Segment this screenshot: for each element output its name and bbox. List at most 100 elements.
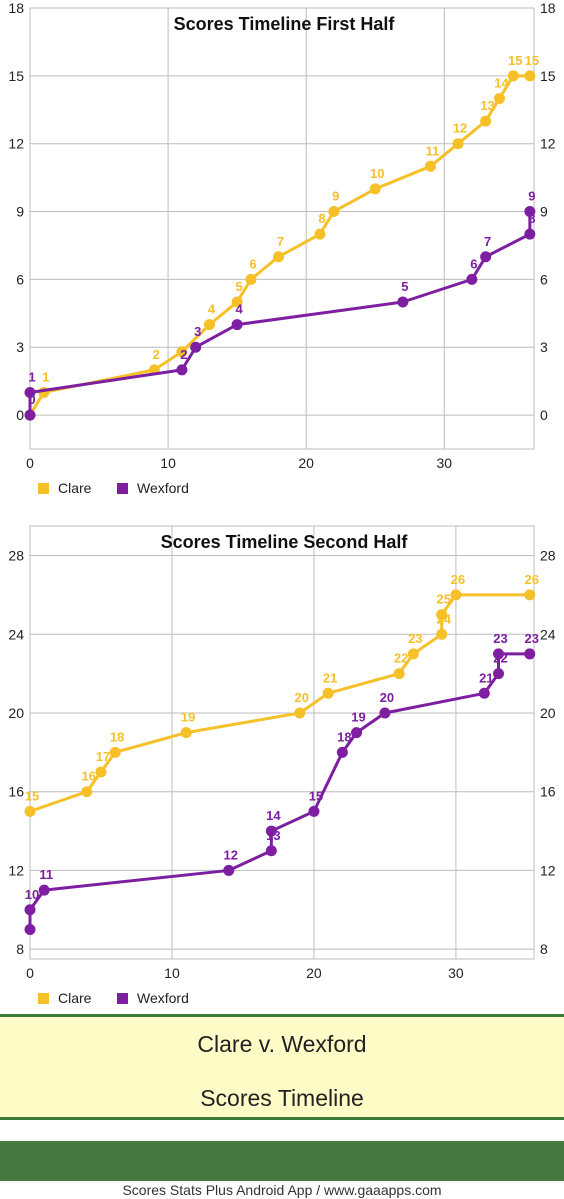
data-point-clare — [493, 92, 505, 104]
match-banner: Clare v. Wexford Scores Timeline — [0, 1014, 564, 1120]
y-tick-label-right: 12 — [540, 862, 556, 878]
match-title: Clare v. Wexford — [197, 1031, 367, 1057]
data-label-wexford: 14 — [266, 808, 281, 823]
data-label-wexford: 18 — [337, 729, 351, 744]
data-point-clare — [480, 115, 492, 127]
y-tick-label-left: 8 — [16, 941, 24, 957]
data-point-wexford — [493, 668, 505, 680]
data-point-wexford — [265, 825, 277, 837]
data-point-wexford — [524, 648, 536, 660]
data-label-clare: 5 — [236, 279, 243, 294]
data-point-clare — [524, 70, 536, 82]
data-point-clare — [24, 805, 36, 817]
data-point-wexford — [231, 319, 243, 331]
x-tick-label: 10 — [160, 455, 176, 471]
x-tick-label: 20 — [298, 455, 314, 471]
legend-label-clare: Clare — [58, 480, 92, 496]
x-tick-label: 20 — [306, 965, 322, 981]
data-point-clare — [407, 648, 419, 660]
y-tick-label-left: 6 — [16, 271, 24, 287]
data-point-clare — [231, 296, 243, 308]
data-label-clare: 15 — [25, 788, 39, 803]
data-label-clare: 1 — [42, 369, 49, 384]
data-point-clare — [450, 589, 462, 601]
data-label-clare: 9 — [332, 189, 339, 204]
x-tick-label: 0 — [26, 965, 34, 981]
data-point-clare — [273, 251, 285, 263]
y-tick-label-left: 9 — [16, 204, 24, 220]
data-label-wexford: 3 — [194, 324, 201, 339]
y-tick-label-left: 20 — [8, 705, 24, 721]
data-point-wexford — [351, 727, 363, 739]
legend-label-clare: Clare — [58, 990, 92, 1006]
data-point-wexford — [190, 341, 202, 353]
data-label-clare: 15 — [508, 53, 522, 68]
plot-frame — [29, 525, 535, 960]
data-label-clare: 21 — [323, 670, 337, 685]
data-label-wexford: 4 — [236, 302, 244, 317]
y-tick-label-right: 20 — [540, 705, 556, 721]
y-tick-label-left: 3 — [16, 339, 24, 355]
data-point-wexford — [24, 923, 36, 935]
chart-title: Scores Timeline First Half — [174, 14, 396, 34]
data-point-wexford — [480, 251, 492, 263]
data-point-wexford — [308, 805, 320, 817]
data-label-wexford: 11 — [39, 867, 53, 882]
y-tick-label-left: 12 — [8, 862, 24, 878]
data-label-wexford: 2 — [180, 347, 187, 362]
data-label-wexford: 1 — [28, 369, 35, 384]
footer-bar: Scores Stats Plus Android App / www.gaaa… — [0, 1141, 564, 1199]
y-tick-label-right: 15 — [540, 68, 556, 84]
data-point-wexford — [478, 687, 490, 699]
data-point-wexford — [524, 228, 536, 240]
data-point-clare — [245, 273, 257, 285]
series-line-clare — [29, 593, 530, 813]
data-label-clare: 19 — [181, 710, 195, 725]
y-tick-label-right: 24 — [540, 626, 556, 642]
legend-swatch-clare — [38, 483, 49, 494]
data-label-clare: 4 — [208, 302, 216, 317]
data-label-clare: 16 — [82, 769, 96, 784]
data-label-clare: 11 — [426, 143, 440, 158]
data-label-clare: 14 — [494, 75, 509, 90]
y-tick-label-left: 0 — [16, 407, 24, 423]
y-tick-label-left: 15 — [8, 68, 24, 84]
y-tick-label-left: 28 — [8, 548, 24, 564]
data-label-clare: 15 — [525, 53, 539, 68]
data-point-wexford — [466, 273, 478, 285]
data-label-wexford: 8 — [528, 211, 535, 226]
data-label-wexford: 12 — [224, 847, 238, 862]
data-point-clare — [109, 746, 121, 758]
data-label-wexford: 20 — [380, 690, 394, 705]
data-point-clare — [81, 786, 93, 798]
y-tick-label-left: 12 — [8, 136, 24, 152]
data-label-clare: 17 — [96, 749, 110, 764]
data-point-wexford — [24, 904, 36, 916]
chart-title: Scores Timeline Second Half — [161, 532, 409, 552]
data-point-clare — [180, 727, 192, 739]
y-tick-label-right: 9 — [540, 204, 548, 220]
data-label-clare: 26 — [525, 572, 539, 587]
data-label-clare: 10 — [370, 166, 384, 181]
data-point-wexford — [336, 746, 348, 758]
footer-credit: Scores Stats Plus Android App / www.gaaa… — [0, 1181, 564, 1199]
y-tick-label-right: 28 — [540, 548, 556, 564]
data-label-wexford: 10 — [25, 887, 39, 902]
data-point-clare — [452, 138, 464, 150]
y-tick-label-right: 8 — [540, 941, 548, 957]
data-label-wexford: 6 — [470, 256, 477, 271]
data-point-clare — [436, 609, 448, 621]
data-label-clare: 12 — [453, 121, 467, 136]
y-tick-label-left: 24 — [8, 626, 24, 642]
data-label-clare: 25 — [436, 592, 450, 607]
data-point-wexford — [24, 386, 36, 398]
data-point-wexford — [524, 206, 536, 218]
data-label-wexford: 7 — [484, 234, 491, 249]
data-point-clare — [369, 183, 381, 195]
data-point-clare — [393, 668, 405, 680]
second-half-chart: 0 10 20 30 8 8 12 12 16 16 20 20 24 24 28 28 Scores Time… — [8, 525, 556, 1006]
legend-label-wexford: Wexford — [137, 480, 189, 496]
legend-swatch-wexford — [117, 483, 128, 494]
legend-label-wexford: Wexford — [137, 990, 189, 1006]
data-label-clare: 23 — [408, 631, 422, 646]
